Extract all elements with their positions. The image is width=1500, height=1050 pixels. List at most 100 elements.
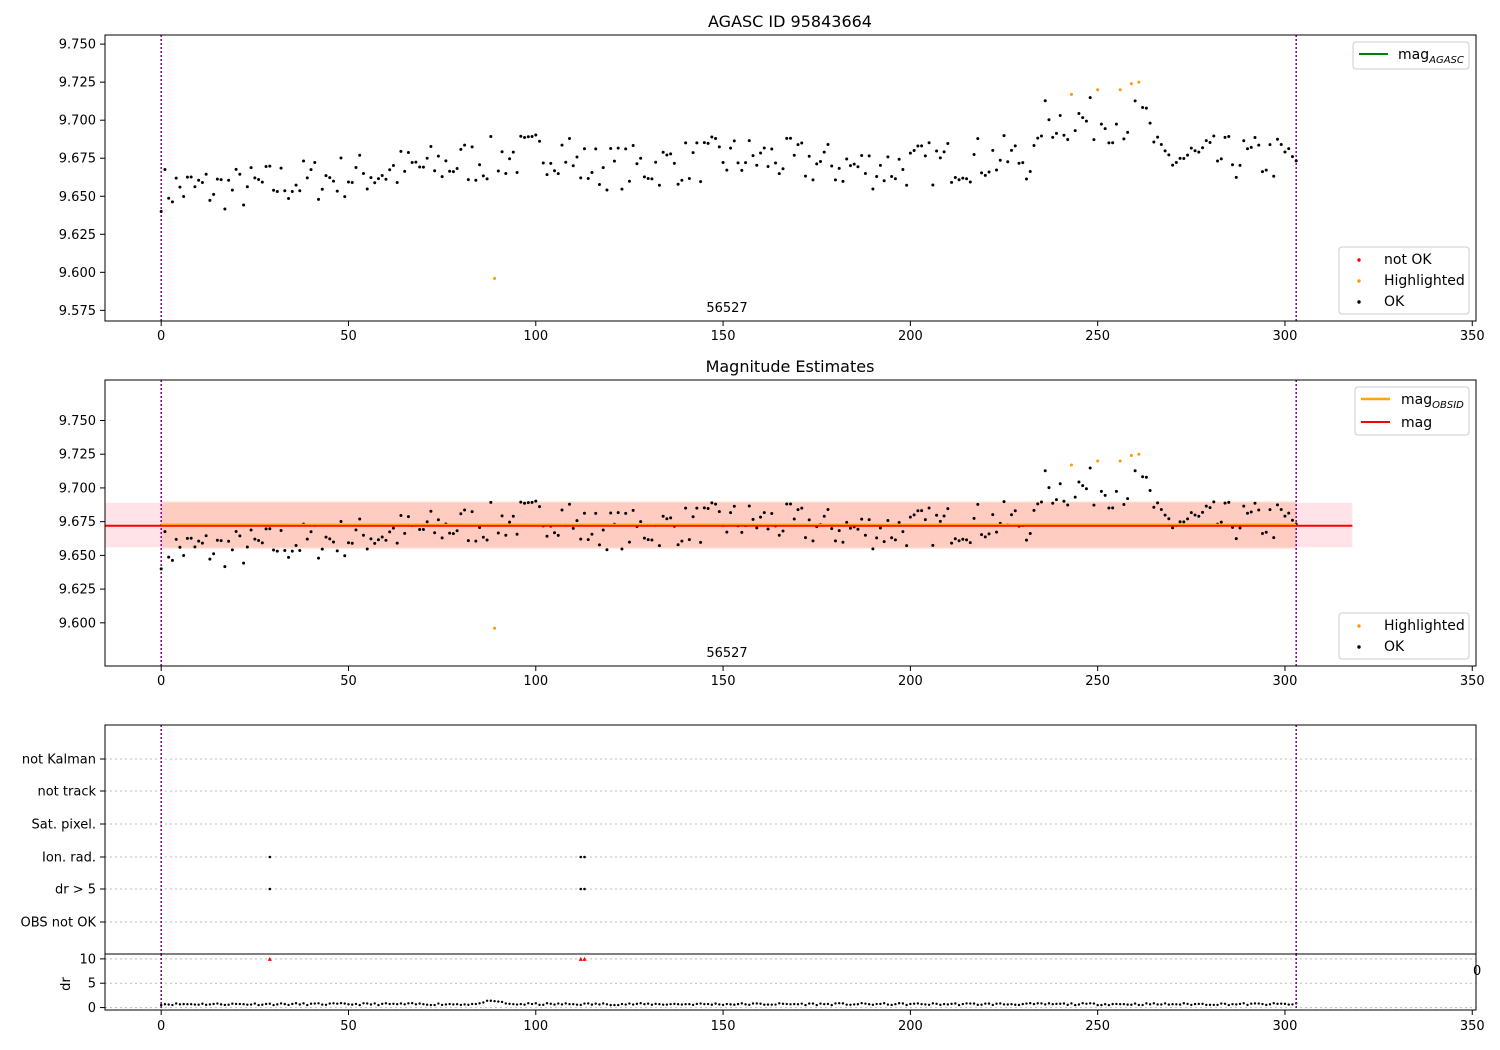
ok-point [1111, 141, 1115, 145]
dr-point [823, 1002, 826, 1006]
stray-tick-label: 0 [1473, 964, 1481, 979]
highlighted-point [1129, 454, 1133, 458]
dr-point [253, 1002, 257, 1005]
agasc-y-tick-label: 9.600 [59, 266, 96, 281]
dr-point [894, 1003, 897, 1006]
dr-point [1133, 1002, 1137, 1005]
mag-x-tick-label: 50 [340, 674, 357, 689]
dr-point [231, 1002, 234, 1005]
dr-point [890, 1003, 893, 1007]
dr-point [542, 1003, 545, 1007]
ok-point [792, 153, 796, 157]
ok-point [1141, 475, 1145, 479]
ok-point [1103, 493, 1107, 497]
dr-point [1055, 1002, 1058, 1006]
ok-point [706, 506, 710, 510]
dr-point [197, 1003, 200, 1006]
ok-point [448, 531, 452, 535]
ok-point [893, 177, 897, 181]
ok-point [1272, 536, 1276, 540]
ok-point [923, 154, 927, 158]
ok-point [661, 514, 665, 518]
ok-point [867, 518, 871, 522]
dr-point [1205, 1003, 1208, 1007]
dr-point [1246, 1003, 1249, 1007]
ok-point [538, 139, 542, 143]
ok-point [1257, 508, 1261, 512]
dr-point [204, 1003, 208, 1007]
ok-point [646, 538, 650, 542]
ok-point [455, 166, 459, 170]
dr-point [519, 1002, 522, 1006]
ok-point [908, 515, 912, 519]
ok-point [511, 150, 515, 154]
ok-point [500, 514, 504, 518]
dr-point [1032, 1002, 1036, 1006]
ok-point [481, 535, 485, 539]
ok-point [860, 517, 864, 521]
flag-label: not Kalman [22, 753, 96, 768]
ok-point [968, 180, 972, 184]
ok-point [744, 161, 748, 165]
ok-point [504, 533, 508, 537]
dr-point [897, 1002, 901, 1005]
ok-swatch [1357, 300, 1361, 304]
dr-point [186, 1003, 189, 1006]
ok-point [800, 141, 804, 145]
ok-point [1290, 155, 1294, 159]
ok-point [684, 141, 688, 145]
ok-point [1088, 466, 1092, 470]
ok-point [489, 134, 493, 138]
ok-point [684, 506, 688, 510]
dr-point [227, 1003, 230, 1006]
dr-point [1103, 1002, 1107, 1006]
dr-point [392, 1002, 395, 1006]
dr-point [1017, 1003, 1021, 1007]
mag-y-tick-label: 9.725 [59, 448, 96, 463]
highlighted-point [1096, 88, 1100, 92]
ok-point [376, 538, 380, 542]
ok-point [976, 137, 980, 141]
ok-point [1163, 513, 1167, 517]
ok-point [1028, 170, 1032, 174]
agasc-panel-title: AGASC ID 95843664 [708, 12, 872, 31]
ok-point [646, 177, 650, 181]
flags-panel: not Kalman not track Sat. pixel. Ion. rad. d… [21, 724, 1485, 1034]
mag-estimates-plot: 0 50 100 150 200 250 300 350 9.600 9.625 9.650 9.67… [59, 380, 1485, 689]
ok-point [564, 160, 568, 164]
ok-point [170, 200, 174, 204]
ok-point [1006, 160, 1010, 164]
ok-point [1182, 156, 1186, 160]
ok-point [950, 180, 954, 184]
ok-point [1103, 127, 1107, 131]
ok-point [751, 154, 755, 158]
dr-point [815, 1003, 818, 1007]
dr-point [1111, 1002, 1114, 1006]
dr-point [553, 1003, 556, 1006]
ok-point [571, 164, 575, 168]
highlighted-swatch [1357, 279, 1361, 283]
ok-point [642, 175, 646, 179]
ok-point [399, 149, 403, 153]
ok-point [429, 509, 433, 513]
ok-point [695, 141, 699, 145]
ok-point [624, 147, 628, 151]
ok-point [1133, 469, 1137, 473]
ok-point [1073, 129, 1077, 133]
dr-point [590, 1003, 594, 1006]
agasc-y-tick-label: 9.625 [59, 228, 96, 243]
ok-point [451, 532, 455, 536]
ok-point [508, 520, 512, 524]
ok-point [335, 549, 339, 553]
ok-point [714, 502, 718, 506]
dr-point [1287, 1003, 1290, 1006]
ok-point [976, 502, 980, 506]
ok-point [317, 197, 321, 201]
ok-point [961, 176, 965, 180]
dr-point [1010, 1002, 1013, 1006]
ok-point [346, 541, 350, 545]
ok-point [687, 177, 691, 181]
dr-point [1231, 1002, 1234, 1006]
ok-point [822, 514, 826, 518]
